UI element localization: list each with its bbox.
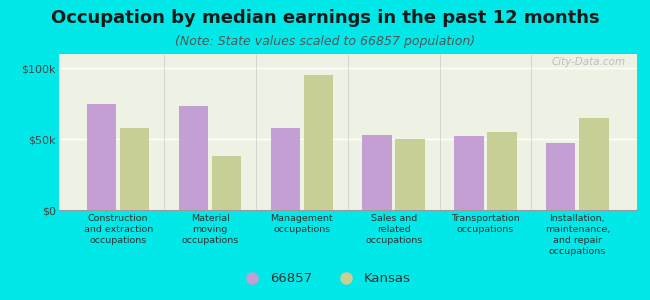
Bar xyxy=(454,136,484,210)
Bar xyxy=(304,75,333,210)
Bar xyxy=(579,118,608,210)
Text: City-Data.com: City-Data.com xyxy=(551,57,625,67)
Bar xyxy=(270,128,300,210)
Bar xyxy=(212,156,241,210)
Text: Occupation by median earnings in the past 12 months: Occupation by median earnings in the pas… xyxy=(51,9,599,27)
Bar xyxy=(179,106,208,210)
Bar xyxy=(488,132,517,210)
Legend: 66857, Kansas: 66857, Kansas xyxy=(233,267,417,290)
Bar xyxy=(363,135,392,210)
Bar xyxy=(546,143,575,210)
Bar xyxy=(87,103,116,210)
Bar xyxy=(120,128,150,210)
Text: (Note: State values scaled to 66857 population): (Note: State values scaled to 66857 popu… xyxy=(175,34,475,47)
Bar xyxy=(395,139,425,210)
